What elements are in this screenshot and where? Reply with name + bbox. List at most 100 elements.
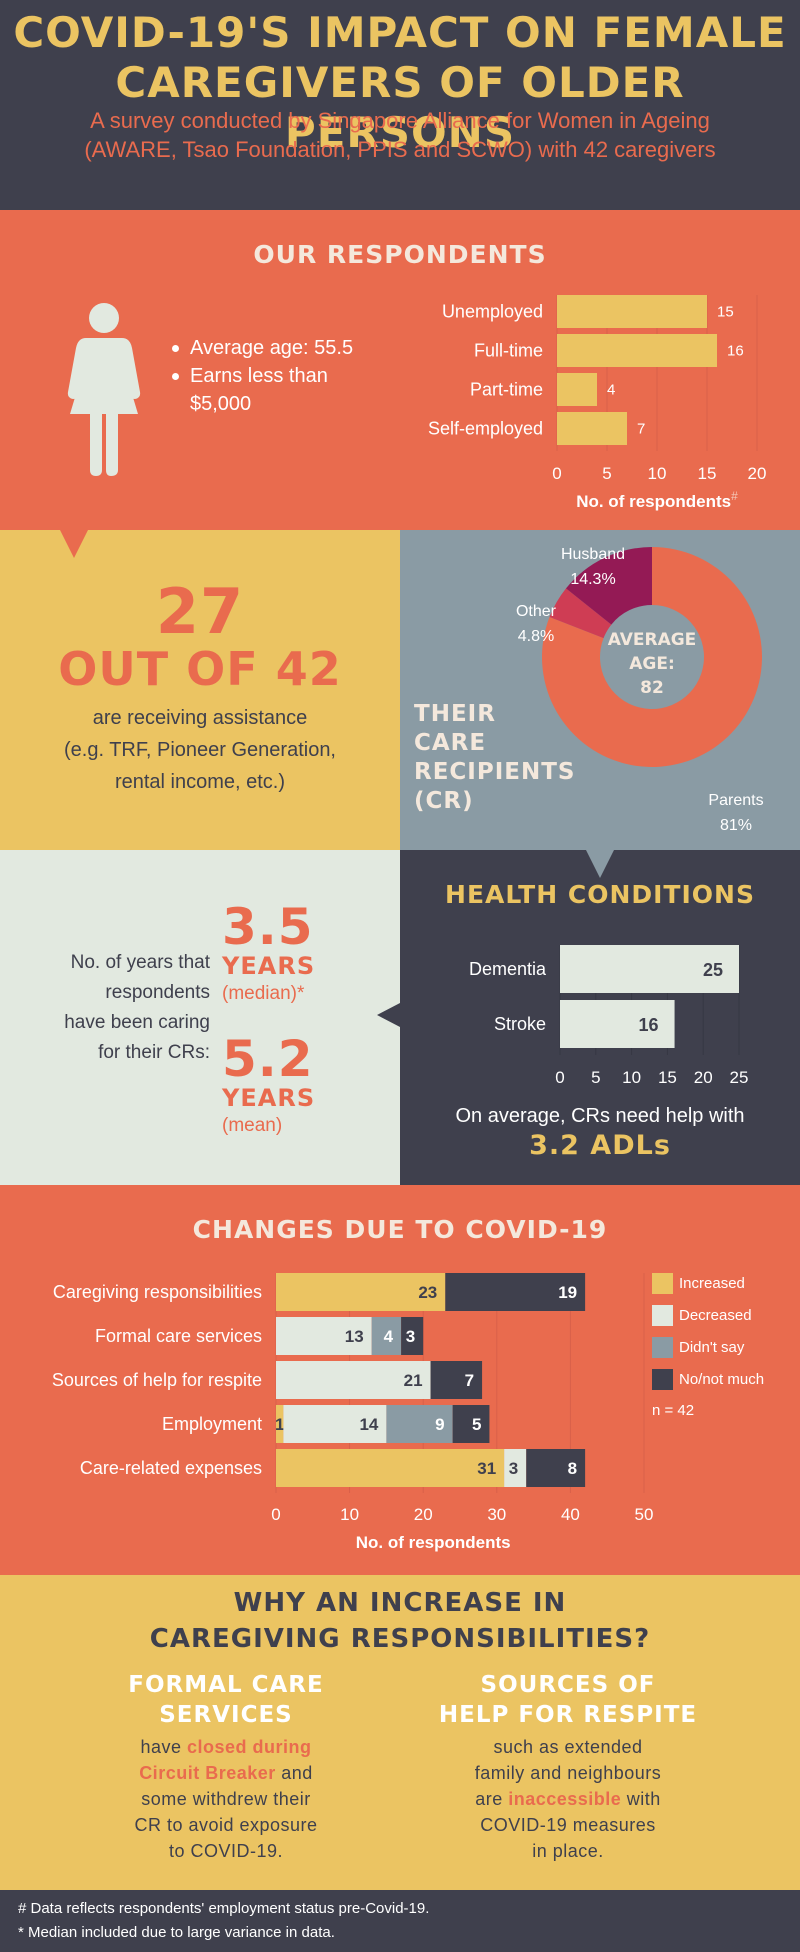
category-label: Self-employed	[428, 419, 543, 439]
assistance-number: 27	[155, 575, 245, 648]
formal-care-column: FORMAL CARE SERVICES have closed during …	[86, 1670, 366, 1864]
stacked-bar-segment	[386, 1405, 453, 1443]
donut-slice	[549, 588, 612, 639]
data-label: 19	[558, 1283, 577, 1302]
changes-stacked-chart: 0 10 20 30 40 50 Caregiving responsibilities 23…	[52, 1273, 764, 1552]
respondents-section: OUR RESPONDENTS Average age: 55.5 Earns …	[0, 210, 800, 530]
bar	[557, 412, 627, 445]
adl-description: On average, CRs need help with	[455, 1105, 745, 1127]
data-label: 1	[275, 1415, 284, 1434]
subtitle-line-2: (AWARE, Tsao Foundation, PPIS and SCWO) …	[84, 137, 716, 162]
recipients-label-line-3: RECIPIENTS	[414, 759, 576, 785]
legend-swatch	[652, 1337, 673, 1358]
x-tick-label: 10	[648, 464, 667, 483]
why-heading-line-2: CAREGIVING RESPONSIBILITIES?	[149, 1624, 651, 1654]
respite-text-6: in place.	[532, 1841, 604, 1861]
data-label: 25	[703, 960, 723, 980]
subtitle-line-1: A survey conducted by Singapore Alliance…	[90, 108, 710, 133]
respondent-stats: Average age: 55.5 Earns less than $5,000	[168, 334, 353, 418]
slice-label: Other	[516, 603, 557, 620]
category-label: Part-time	[470, 380, 543, 400]
data-label: 4	[607, 382, 615, 399]
legend-label: Didn't say	[679, 1339, 745, 1356]
assistance-line-3: rental income, etc.)	[114, 771, 286, 793]
recipients-label-line-1: THEIR	[414, 701, 496, 727]
formal-care-text-5: to COVID-19.	[168, 1841, 284, 1861]
data-label: 23	[418, 1283, 437, 1302]
legend-swatch	[652, 1273, 673, 1294]
formal-care-text-2: and	[275, 1763, 313, 1783]
pointer-notch	[377, 1003, 400, 1027]
recipients-panel: Parents 81% Other 4.8% Husband 14.3% AVERAGE AG…	[400, 530, 800, 850]
x-tick-label: 20	[748, 464, 767, 483]
years-question: No. of years that respondents have been …	[10, 948, 210, 1068]
data-label: 3	[406, 1327, 415, 1346]
health-conditions-chart: 0 5 10 15 20 25 Dementia 25 Stroke 16	[469, 945, 748, 1087]
median-years-value: 3.5	[222, 898, 314, 956]
stacked-bar-segment	[276, 1273, 446, 1311]
median-years-unit: YEARS	[222, 952, 316, 980]
average-age-label: AVERAGE	[608, 630, 697, 650]
category-label: Caregiving responsibilities	[53, 1282, 262, 1302]
recipients-label-line-4: (CR)	[414, 788, 474, 814]
assistance-panel: 27 OUT OF 42 are receiving assistance (e…	[0, 530, 400, 850]
data-label: 3	[509, 1459, 518, 1478]
slice-value-label: 4.8%	[518, 628, 554, 645]
category-label: Care-related expenses	[80, 1458, 262, 1478]
footnote-median: * Median included due to large variance …	[18, 1924, 335, 1941]
x-tick-label: 20	[414, 1505, 433, 1524]
x-tick-label: 50	[635, 1505, 654, 1524]
data-label: 5	[472, 1415, 481, 1434]
respite-text-1: such as extended	[493, 1737, 643, 1757]
legend-label: Decreased	[679, 1307, 752, 1324]
respite-text-2: family and neighbours	[474, 1763, 662, 1783]
x-axis-label-mark: #	[731, 489, 738, 503]
woman-icon	[67, 303, 141, 476]
respite-text-3: are	[475, 1789, 509, 1809]
formal-care-text-3: some withdrew their	[141, 1789, 311, 1809]
x-axis-label: No. of respondents	[356, 1533, 511, 1552]
respite-highlight: inaccessible	[508, 1789, 622, 1809]
data-label: 13	[345, 1327, 364, 1346]
formal-care-title: FORMAL CARE SERVICES	[86, 1670, 366, 1730]
stacked-bar-segment	[276, 1317, 372, 1355]
stacked-bar-segment	[371, 1317, 402, 1355]
formal-care-title-line-2: SERVICES	[159, 1702, 293, 1728]
stacked-bar-segment	[283, 1405, 387, 1443]
assistance-line-1: are receiving assistance	[92, 707, 308, 729]
respite-column: SOURCES OF HELP FOR RESPITE such as exte…	[428, 1670, 708, 1864]
assistance-line-2: (e.g. TRF, Pioneer Generation,	[64, 739, 336, 761]
data-label: 4	[384, 1327, 394, 1346]
x-tick-label: 10	[340, 1505, 359, 1524]
years-question-line-3: have been caring	[64, 1012, 210, 1033]
stat-earnings-line-2: $5,000	[190, 393, 252, 415]
stat-earnings-line-1: Earns less than	[190, 365, 328, 387]
stacked-bar-segment	[276, 1405, 284, 1443]
stacked-bar-segment	[430, 1361, 483, 1399]
why-heading-line-1: WHY AN INCREASE IN	[233, 1588, 567, 1618]
stacked-bar-segment	[401, 1317, 424, 1355]
recipients-label: THEIR CARE RECIPIENTS (CR)	[414, 700, 576, 816]
slice-label: Husband	[561, 546, 625, 563]
slice-value-label: 14.3%	[570, 571, 615, 588]
why-heading: WHY AN INCREASE IN CAREGIVING RESPONSIBI…	[0, 1585, 800, 1657]
employment-chart: 0 5 10 15 20 Unemployed 15 Full-time 16 Part-time…	[428, 295, 767, 511]
category-label: Dementia	[469, 959, 547, 979]
years-question-line-4: for their CRs:	[98, 1042, 210, 1063]
category-label: Sources of help for respite	[52, 1370, 262, 1390]
data-label: 16	[639, 1015, 659, 1035]
stat-earnings: Earns less than $5,000	[168, 362, 353, 418]
bar	[557, 373, 597, 406]
category-label: Unemployed	[442, 302, 543, 322]
years-caring-panel: No. of years that respondents have been …	[0, 850, 400, 1185]
respite-title-line-2: HELP FOR RESPITE	[438, 1702, 698, 1728]
donut-slice	[542, 547, 762, 767]
x-tick-label: 0	[555, 1068, 564, 1087]
average-age-value: 82	[640, 678, 664, 698]
title-line-2: CAREGIVERS OF OLDER PERSONS	[115, 58, 685, 157]
stacked-bar-segment	[452, 1405, 490, 1443]
assistance-out-of: OUT OF 42	[58, 642, 342, 696]
changes-heading: CHANGES DUE TO COVID-19	[192, 1215, 608, 1244]
stacked-bar-segment	[276, 1449, 505, 1487]
why-section: WHY AN INCREASE IN CAREGIVING RESPONSIBI…	[0, 1575, 800, 1890]
